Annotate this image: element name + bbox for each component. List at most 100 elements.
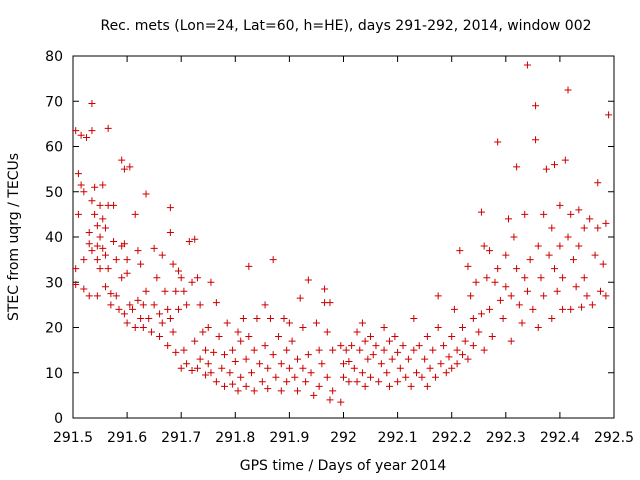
data-point: [99, 215, 107, 223]
data-point: [513, 163, 521, 171]
data-point: [337, 342, 345, 350]
data-point: [564, 86, 572, 94]
data-point: [107, 290, 115, 298]
data-point: [101, 251, 109, 259]
data-point: [83, 133, 91, 141]
y-tick-label: 60: [45, 140, 63, 156]
data-point: [85, 228, 93, 236]
data-point: [294, 355, 302, 363]
data-point: [150, 301, 158, 309]
data-point: [434, 292, 442, 300]
data-point: [580, 224, 588, 232]
data-point: [196, 301, 204, 309]
data-point: [434, 324, 442, 331]
data-point: [296, 294, 304, 302]
data-point: [515, 301, 523, 309]
data-point: [542, 165, 550, 173]
data-point: [158, 251, 166, 259]
data-point: [174, 267, 182, 275]
data-point: [521, 274, 529, 282]
data-point: [231, 357, 239, 365]
data-point: [134, 296, 142, 304]
data-point: [488, 333, 496, 341]
data-point: [448, 364, 456, 372]
data-point: [559, 305, 567, 313]
data-point: [353, 328, 361, 336]
axis-ticks: [72, 55, 615, 419]
data-point: [93, 256, 101, 264]
data-point: [299, 364, 307, 372]
data-point: [605, 111, 613, 119]
data-point: [272, 373, 280, 381]
data-point: [483, 274, 491, 282]
data-point: [545, 251, 553, 259]
data-point: [496, 296, 504, 304]
data-point: [329, 387, 337, 395]
data-point: [283, 378, 291, 386]
data-point: [245, 333, 253, 341]
data-point: [202, 371, 210, 379]
data-point: [256, 360, 264, 368]
data-point: [261, 301, 269, 309]
data-point: [207, 369, 215, 377]
data-point: [431, 373, 439, 381]
data-point: [223, 319, 231, 327]
data-point: [266, 314, 274, 322]
data-point: [396, 364, 404, 372]
data-point: [210, 348, 218, 356]
data-point: [312, 319, 320, 327]
data-point: [277, 387, 285, 395]
data-point: [394, 348, 402, 356]
x-tick-label: 291.6: [107, 430, 147, 446]
data-point: [340, 373, 347, 381]
data-point: [596, 287, 604, 295]
data-point: [586, 215, 594, 223]
data-point: [469, 314, 477, 322]
data-point: [456, 247, 464, 255]
x-tick-label: 291.8: [215, 430, 255, 446]
data-point: [318, 360, 326, 368]
data-point: [137, 260, 145, 268]
data-point: [404, 355, 412, 363]
data-point: [180, 287, 188, 295]
data-point: [91, 183, 99, 191]
data-point: [131, 324, 139, 331]
data-point: [567, 305, 575, 313]
data-point: [477, 208, 485, 216]
data-point: [383, 369, 391, 377]
data-point: [174, 305, 182, 313]
data-point: [583, 292, 591, 300]
data-point: [77, 181, 85, 189]
data-point: [288, 337, 296, 345]
data-point: [145, 314, 153, 322]
data-point: [215, 333, 223, 341]
data-point: [486, 305, 494, 313]
data-point: [142, 287, 150, 295]
data-point: [74, 170, 82, 178]
data-point: [364, 355, 372, 363]
data-point: [507, 292, 515, 300]
y-tick-labels: 0 10 20 30 40 50 60 70 80: [45, 49, 63, 427]
data-point: [469, 342, 477, 350]
data-point: [275, 333, 283, 341]
data-point: [72, 265, 80, 273]
data-point: [258, 378, 266, 386]
data-point: [540, 210, 548, 218]
data-point: [486, 247, 494, 255]
data-point: [212, 299, 220, 307]
data-point: [315, 382, 323, 390]
data-point: [367, 333, 375, 341]
y-tick-label: 30: [45, 275, 63, 291]
data-point: [550, 265, 558, 273]
data-point: [502, 251, 510, 259]
data-point: [410, 314, 418, 322]
data-point: [139, 324, 147, 331]
data-point: [280, 314, 288, 322]
data-point: [112, 292, 120, 300]
data-point: [561, 156, 569, 164]
data-point: [440, 342, 448, 350]
data-point: [291, 373, 299, 381]
data-point: [72, 281, 80, 289]
data-point: [299, 324, 307, 331]
data-point: [477, 310, 485, 318]
